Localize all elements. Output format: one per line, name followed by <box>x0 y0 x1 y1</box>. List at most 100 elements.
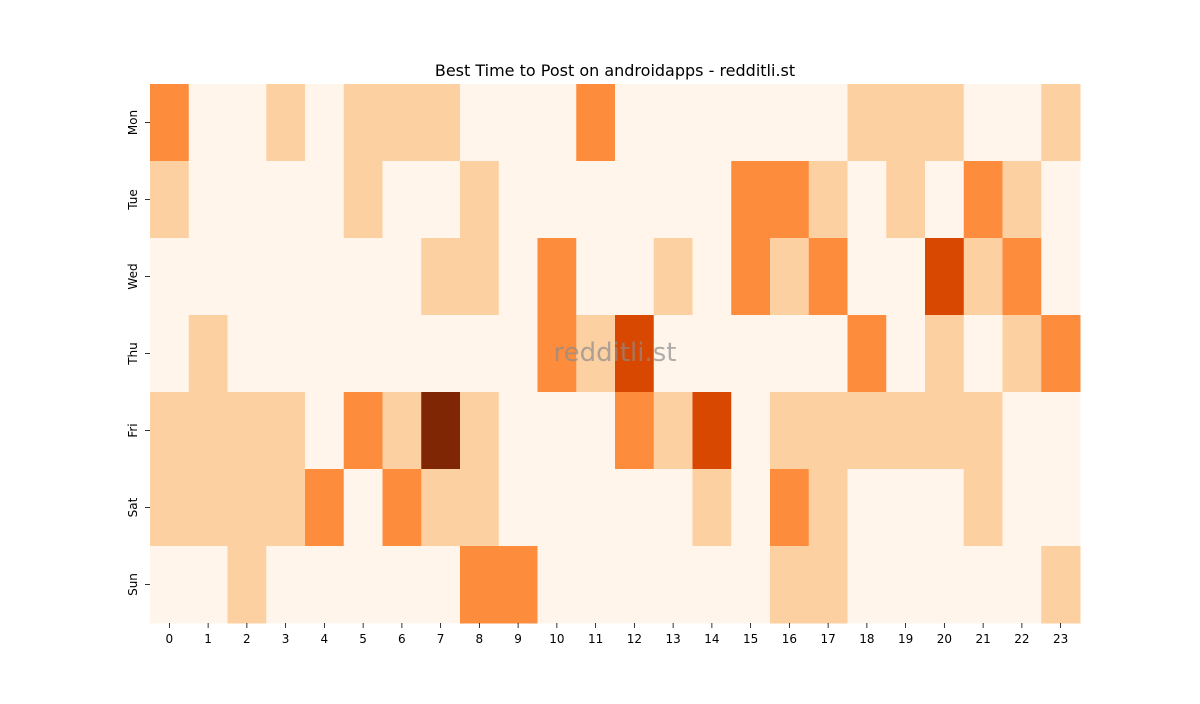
heatmap-cell-mon-5 <box>343 84 383 162</box>
heatmap-cell-wed-8 <box>460 238 500 316</box>
heatmap-cell-sat-21 <box>963 469 1003 547</box>
heatmap-cell-fri-15 <box>731 392 771 470</box>
heatmap-cell-sat-22 <box>1002 469 1042 547</box>
heatmap-cell-sun-18 <box>847 546 887 624</box>
heatmap-cell-fri-17 <box>808 392 848 470</box>
heatmap-cell-sat-6 <box>382 469 422 547</box>
heatmap-cell-fri-23 <box>1041 392 1081 470</box>
heatmap-cell-fri-3 <box>266 392 306 470</box>
heatmap-cells <box>150 84 1081 624</box>
heatmap-cell-sun-7 <box>421 546 461 624</box>
heatmap-cell-sat-23 <box>1041 469 1081 547</box>
heatmap-cell-mon-18 <box>847 84 887 162</box>
x-tick-label: 22 <box>1014 632 1029 646</box>
heatmap-cell-wed-20 <box>925 238 965 316</box>
heatmap-cell-wed-3 <box>266 238 306 316</box>
heatmap-cell-fri-22 <box>1002 392 1042 470</box>
heatmap-cell-wed-18 <box>847 238 887 316</box>
heatmap-cell-mon-3 <box>266 84 306 162</box>
heatmap-cell-tue-3 <box>266 161 306 239</box>
heatmap-cell-fri-21 <box>963 392 1003 470</box>
heatmap-cell-sat-12 <box>615 469 655 547</box>
x-tick-label: 6 <box>398 632 406 646</box>
heatmap-cell-fri-1 <box>188 392 228 470</box>
heatmap-cell-sun-4 <box>305 546 345 624</box>
x-tick-label: 19 <box>898 632 913 646</box>
x-tick-label: 18 <box>859 632 874 646</box>
heatmap-cell-sat-19 <box>886 469 926 547</box>
heatmap-cell-sun-12 <box>615 546 655 624</box>
heatmap-cell-thu-17 <box>808 315 848 393</box>
x-tick-label: 2 <box>243 632 251 646</box>
heatmap-cell-tue-18 <box>847 161 887 239</box>
heatmap-cell-sun-9 <box>498 546 538 624</box>
y-tick-label: Fri <box>126 423 140 437</box>
heatmap-cell-thu-23 <box>1041 315 1081 393</box>
heatmap-cell-thu-5 <box>343 315 383 393</box>
heatmap-cell-sun-20 <box>925 546 965 624</box>
heatmap-cell-sat-7 <box>421 469 461 547</box>
heatmap-cell-fri-18 <box>847 392 887 470</box>
heatmap-cell-thu-15 <box>731 315 771 393</box>
x-tick-label: 0 <box>166 632 174 646</box>
heatmap-cell-wed-11 <box>576 238 616 316</box>
heatmap-cell-sat-13 <box>653 469 693 547</box>
heatmap-cell-mon-2 <box>227 84 267 162</box>
heatmap-cell-thu-0 <box>150 315 190 393</box>
heatmap-cell-wed-23 <box>1041 238 1081 316</box>
heatmap-cell-thu-16 <box>770 315 810 393</box>
heatmap-cell-sat-15 <box>731 469 771 547</box>
heatmap-cell-fri-12 <box>615 392 655 470</box>
heatmap-cell-sun-14 <box>692 546 732 624</box>
heatmap-cell-mon-14 <box>692 84 732 162</box>
heatmap-cell-thu-6 <box>382 315 422 393</box>
x-axis: 0 1 2 3 4 5 6 7 8 9 10 11 12 13 14 15 16 17 18 19 20 21 22 23 <box>166 623 1068 646</box>
x-tick-label: 7 <box>437 632 445 646</box>
heatmap-cell-mon-11 <box>576 84 616 162</box>
y-axis: Mon Tue Wed Thu Fri Sat Sun <box>126 110 150 596</box>
heatmap-cell-wed-5 <box>343 238 383 316</box>
heatmap-cell-wed-12 <box>615 238 655 316</box>
heatmap-cell-tue-13 <box>653 161 693 239</box>
x-tick-label: 4 <box>321 632 329 646</box>
heatmap-cell-tue-9 <box>498 161 538 239</box>
x-tick-label: 12 <box>627 632 642 646</box>
heatmap-cell-sat-16 <box>770 469 810 547</box>
heatmap-cell-tue-14 <box>692 161 732 239</box>
x-tick-label: 21 <box>975 632 990 646</box>
heatmap-cell-mon-21 <box>963 84 1003 162</box>
heatmap-cell-wed-7 <box>421 238 461 316</box>
heatmap-cell-fri-16 <box>770 392 810 470</box>
heatmap-cell-tue-16 <box>770 161 810 239</box>
x-tick-label: 1 <box>204 632 212 646</box>
heatmap-cell-sun-16 <box>770 546 810 624</box>
x-tick-label: 3 <box>282 632 290 646</box>
chart-title: Best Time to Post on androidapps - reddi… <box>435 61 795 80</box>
y-tick-label: Mon <box>126 110 140 135</box>
heatmap-cell-fri-13 <box>653 392 693 470</box>
heatmap-cell-tue-5 <box>343 161 383 239</box>
heatmap-cell-mon-13 <box>653 84 693 162</box>
y-tick-label: Sat <box>126 497 140 517</box>
heatmap-cell-wed-17 <box>808 238 848 316</box>
heatmap-cell-wed-1 <box>188 238 228 316</box>
heatmap-cell-mon-8 <box>460 84 500 162</box>
heatmap-cell-sat-2 <box>227 469 267 547</box>
heatmap-cell-mon-7 <box>421 84 461 162</box>
heatmap-cell-tue-10 <box>537 161 577 239</box>
heatmap-cell-sun-0 <box>150 546 190 624</box>
heatmap-cell-mon-12 <box>615 84 655 162</box>
heatmap-cell-sun-17 <box>808 546 848 624</box>
heatmap-cell-wed-21 <box>963 238 1003 316</box>
heatmap-cell-sun-19 <box>886 546 926 624</box>
y-tick-label: Thu <box>126 342 140 366</box>
heatmap-cell-sat-5 <box>343 469 383 547</box>
heatmap-cell-fri-7 <box>421 392 461 470</box>
x-tick-label: 17 <box>820 632 835 646</box>
heatmap-cell-fri-6 <box>382 392 422 470</box>
heatmap-cell-wed-2 <box>227 238 267 316</box>
heatmap-cell-tue-11 <box>576 161 616 239</box>
heatmap-cell-mon-4 <box>305 84 345 162</box>
